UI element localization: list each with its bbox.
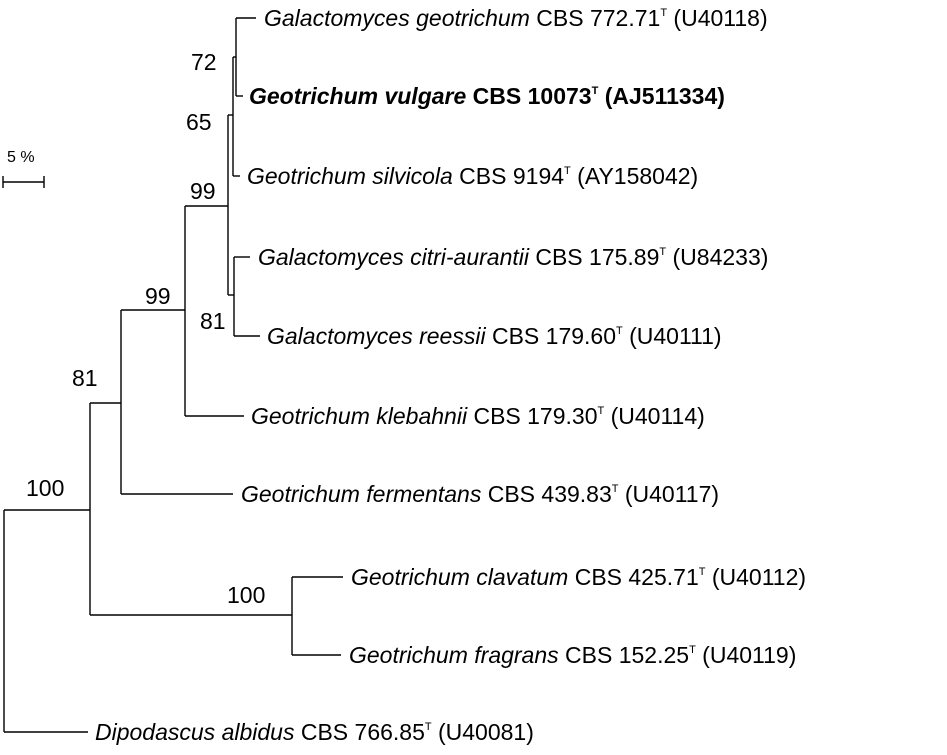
scale-bar-label: 5 % (7, 149, 35, 166)
bootstrap-silvicola-clade: 65 (186, 109, 212, 135)
scale-bar: 5 % (2, 149, 45, 188)
bootstrap-klebahnii-clade: 99 (145, 283, 171, 309)
taxon-dipodascus-albidus: Dipodascus albidus CBS 766.85T (U40081) (95, 719, 534, 745)
taxon-galactomyces-citri-aurantii: Galactomyces citri-aurantii CBS 175.89T … (258, 244, 768, 270)
taxon-geotrichum-fragrans: Geotrichum fragrans CBS 152.25T (U40119) (349, 642, 796, 668)
bootstrap-geotrichum-core: 99 (190, 178, 216, 204)
bootstrap-citri-reessii: 81 (200, 308, 226, 334)
taxon-geotrichum-vulgare: Geotrichum vulgare CBS 10073T (AJ511334) (249, 83, 725, 109)
bootstrap-geo-vulgare: 72 (191, 49, 217, 75)
taxon-geotrichum-klebahnii: Geotrichum klebahnii CBS 179.30T (U40114… (251, 403, 705, 429)
bootstrap-clavatum-fragrans: 100 (227, 582, 265, 608)
taxon-galactomyces-geotrichum: Galactomyces geotrichum CBS 772.71T (U40… (264, 5, 768, 31)
bootstrap-ingroup: 100 (26, 475, 64, 501)
bootstrap-fermentans-clade: 81 (72, 365, 98, 391)
tree-branches (3, 17, 343, 733)
taxon-geotrichum-fermentans: Geotrichum fermentans CBS 439.83T (U4011… (241, 481, 719, 507)
bootstrap-values: 72 65 99 81 99 81 100 100 (26, 49, 265, 608)
taxon-labels: Galactomyces geotrichum CBS 772.71T (U40… (95, 5, 806, 745)
taxon-geotrichum-clavatum: Geotrichum clavatum CBS 425.71T (U40112) (351, 564, 806, 590)
taxon-geotrichum-silvicola: Geotrichum silvicola CBS 9194T (AY158042… (247, 163, 698, 189)
taxon-galactomyces-reessii: Galactomyces reessii CBS 179.60T (U40111… (267, 323, 722, 349)
